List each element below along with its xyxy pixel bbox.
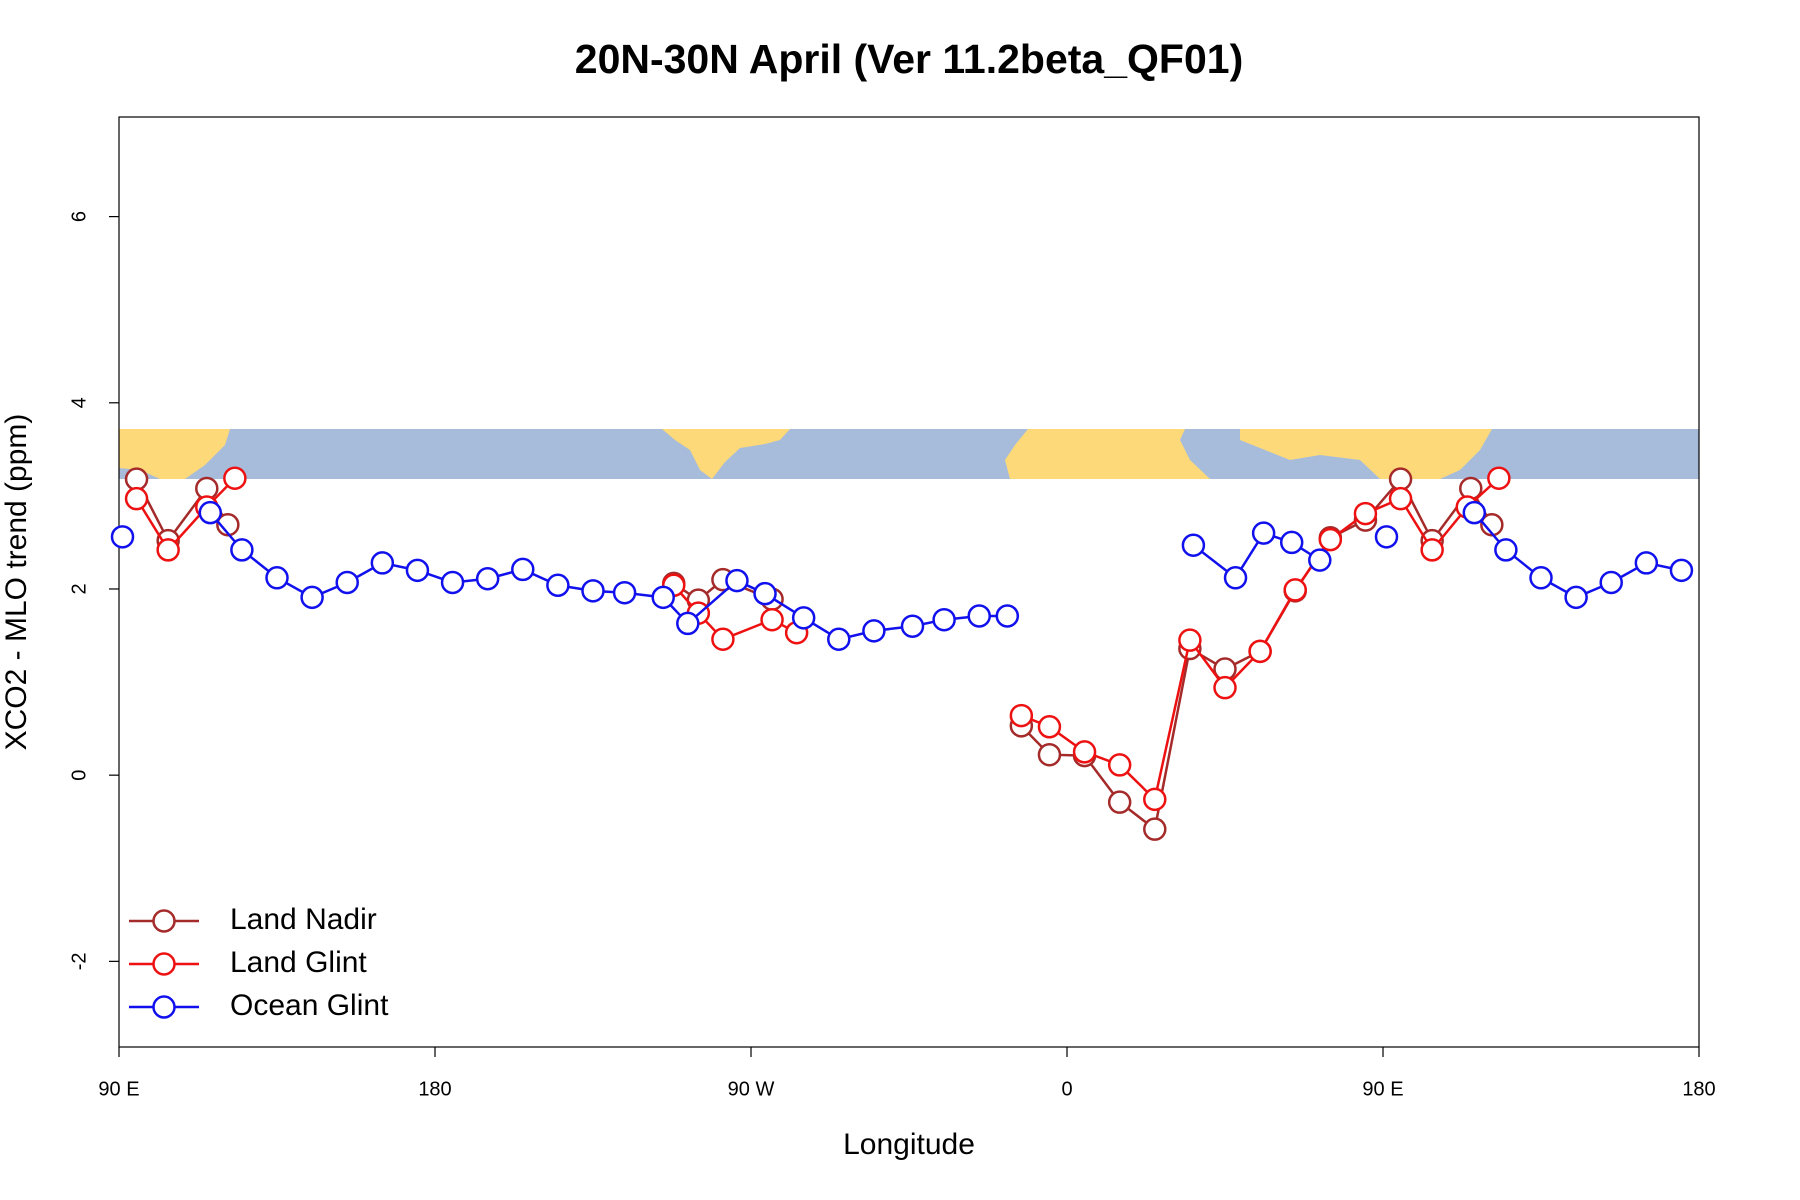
y-tick-label: 4	[68, 397, 90, 408]
point	[440, 570, 465, 595]
x-tick-label: 180	[418, 1078, 451, 1100]
point	[1107, 790, 1132, 814]
point	[676, 611, 700, 636]
point	[1634, 551, 1659, 575]
point	[932, 607, 956, 632]
land-asia-east	[1240, 429, 1492, 479]
point	[1487, 466, 1511, 490]
legend-marker	[152, 995, 176, 1019]
point	[475, 566, 500, 591]
point	[1388, 467, 1413, 491]
y-tick-label: 6	[68, 211, 90, 222]
point	[1318, 527, 1343, 552]
point	[995, 604, 1020, 628]
point	[1213, 675, 1237, 700]
x-tick-label: 90 E	[1362, 1078, 1403, 1100]
point	[265, 566, 289, 590]
point	[1037, 742, 1062, 767]
point	[335, 570, 359, 595]
point	[1248, 639, 1272, 664]
y-tick-label: -2	[68, 952, 90, 970]
point	[1374, 525, 1399, 549]
point	[198, 500, 223, 525]
point	[1009, 703, 1034, 728]
land-africa	[1005, 429, 1210, 479]
y-axis-label: XCO2 - MLO trend (ppm)	[0, 414, 33, 751]
point	[546, 573, 570, 598]
x-tick-label: 90 W	[728, 1078, 775, 1100]
x-tick-label: 90 E	[98, 1078, 139, 1100]
point	[1308, 548, 1332, 572]
point	[651, 585, 675, 610]
point	[405, 558, 430, 583]
point	[300, 585, 324, 610]
point	[1564, 585, 1588, 610]
point	[110, 525, 135, 549]
point	[1353, 501, 1378, 526]
point	[791, 606, 816, 630]
point	[1279, 530, 1304, 555]
plot-frame	[118, 116, 1700, 1048]
point	[1143, 787, 1167, 812]
point	[124, 467, 149, 491]
point	[1178, 628, 1202, 652]
point	[370, 551, 395, 575]
point	[156, 538, 180, 562]
map-strip	[119, 429, 1699, 479]
legend-label: Land Nadir	[230, 903, 377, 936]
point	[760, 607, 784, 632]
point	[223, 466, 247, 490]
point	[1462, 500, 1487, 525]
point	[1107, 753, 1132, 777]
point	[1143, 817, 1167, 841]
land-asia-west	[119, 429, 230, 479]
legend-marker	[152, 952, 176, 976]
point	[711, 627, 735, 652]
point	[1283, 578, 1307, 602]
point	[753, 581, 777, 606]
point	[581, 579, 605, 603]
x-tick-label: 0	[1061, 1078, 1072, 1100]
x-tick-label: 180	[1682, 1078, 1715, 1100]
x-axis-label: Longitude	[843, 1128, 975, 1161]
point	[1251, 521, 1276, 545]
series-line	[135, 477, 1500, 802]
legend-label: Ocean Glint	[230, 989, 389, 1022]
land-americas	[662, 429, 790, 479]
point	[1420, 538, 1444, 562]
point	[230, 538, 254, 562]
point	[827, 627, 851, 652]
point	[1494, 538, 1518, 562]
point	[511, 557, 535, 582]
point	[900, 614, 925, 638]
point	[612, 580, 637, 605]
point	[967, 604, 991, 628]
legend-label: Land Glint	[230, 946, 367, 979]
point	[1669, 558, 1694, 583]
legend-marker	[152, 909, 176, 933]
y-tick-label: 2	[68, 583, 90, 594]
chart-title: 20N-30N April (Ver 11.2beta_QF01)	[575, 36, 1243, 82]
point	[1037, 715, 1062, 739]
y-tick-label: 0	[68, 770, 90, 781]
point	[1181, 533, 1206, 557]
point	[862, 619, 886, 643]
point	[725, 568, 749, 593]
point	[1529, 566, 1553, 590]
point	[1388, 486, 1413, 511]
point	[124, 486, 149, 511]
point	[1072, 740, 1097, 764]
point	[1599, 570, 1623, 595]
point	[1223, 566, 1248, 590]
